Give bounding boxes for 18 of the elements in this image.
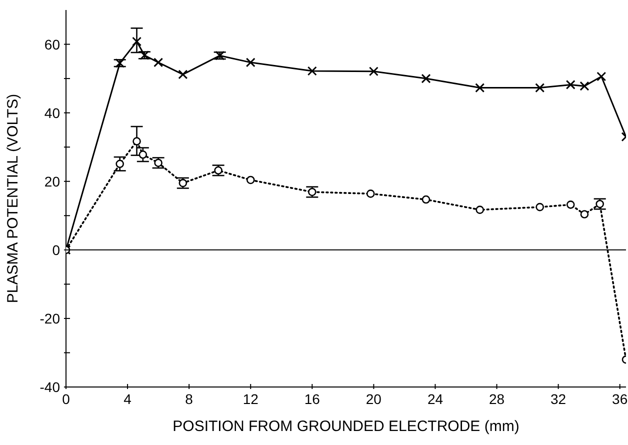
y-tick-label: 60 (44, 36, 60, 52)
x-tick-label: 28 (488, 391, 505, 407)
y-tick-label: -40 (40, 379, 60, 395)
x-tick-label: 24 (427, 391, 444, 407)
x-tick-label: 32 (550, 391, 566, 407)
y-axis-title: PLASMA POTENTIAL (VOLTS) (4, 94, 22, 304)
x-tick-label: 36 (612, 391, 628, 407)
x-tick-label: 8 (185, 391, 194, 407)
y-tick-label: 0 (52, 242, 60, 258)
x-tick-label: 16 (304, 391, 320, 407)
x-tick-label: 4 (124, 391, 132, 407)
x-tick-label: 20 (366, 391, 382, 407)
x-axis-title: POSITION FROM GROUNDED ELECTRODE (mm) (172, 418, 520, 435)
y-tick-label: -20 (40, 310, 60, 326)
y-tick-label: 40 (44, 104, 60, 121)
x-tick-label: 12 (242, 391, 259, 407)
y-tick-label: 20 (44, 173, 60, 190)
x-tick-label: 0 (62, 391, 70, 407)
